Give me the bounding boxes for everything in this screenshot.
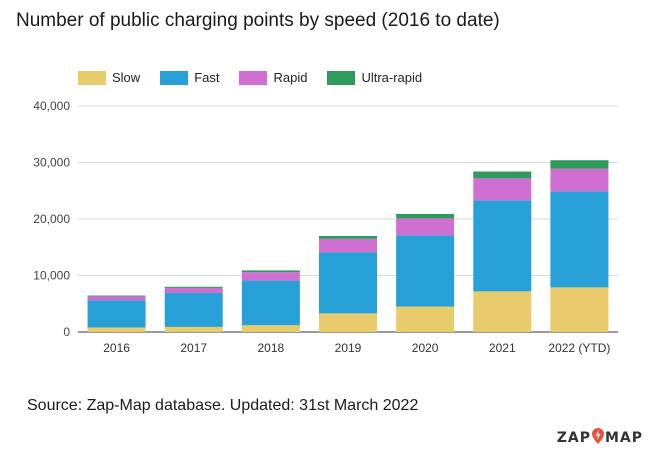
bar-segment-rapid xyxy=(241,272,300,281)
chart-legend: Slow Fast Rapid Ultra-rapid xyxy=(78,70,442,85)
bar-segment-fast xyxy=(241,280,300,326)
legend-swatch-ultra-rapid xyxy=(327,70,356,85)
x-tick-label: 2020 xyxy=(412,341,439,355)
legend-label-slow: Slow xyxy=(112,70,141,85)
legend-item-rapid: Rapid xyxy=(239,70,307,85)
lightning-pin-icon xyxy=(591,428,604,448)
bar-segment-ultra-rapid xyxy=(396,213,455,219)
bar-segment-rapid xyxy=(396,218,455,236)
bar-segment-slow xyxy=(87,327,146,332)
bar-segment-slow xyxy=(319,313,377,332)
y-tick-label: 40,000 xyxy=(33,99,70,113)
y-tick-label: 30,000 xyxy=(33,156,70,170)
bar-segment-rapid xyxy=(319,238,377,253)
x-tick-label: 2022 (YTD) xyxy=(548,341,610,355)
bar-segment-ultra-rapid xyxy=(241,270,300,273)
y-tick-label: 10,000 xyxy=(33,269,70,283)
legend-label-rapid: Rapid xyxy=(273,70,308,85)
legend-swatch-fast xyxy=(160,70,189,85)
bar-segment-rapid xyxy=(473,178,532,201)
legend-item-fast: Fast xyxy=(160,70,219,85)
bar-segment-slow xyxy=(473,291,532,332)
bar-segment-slow xyxy=(396,306,455,332)
x-tick-label: 2019 xyxy=(335,341,362,355)
bar-segment-fast xyxy=(319,252,377,314)
source-note: Source: Zap-Map database. Updated: 31st … xyxy=(27,397,419,414)
legend-label-fast: Fast xyxy=(194,70,220,85)
x-tick-label: 2018 xyxy=(258,341,285,355)
bar-segment-rapid xyxy=(550,168,609,192)
zapmap-logo: ZAP MAP xyxy=(557,428,643,448)
logo-text-right: MAP xyxy=(604,430,643,446)
legend-swatch-slow xyxy=(78,70,106,85)
legend-swatch-rapid xyxy=(239,70,268,85)
bar-segment-slow xyxy=(550,287,609,332)
bar-segment-ultra-rapid xyxy=(164,286,223,288)
bar-segment-fast xyxy=(396,235,455,307)
y-tick-label: 0 xyxy=(63,325,70,339)
bar-segment-rapid xyxy=(87,296,146,301)
bar-segment-slow xyxy=(241,325,300,332)
chart-title: Number of public charging points by spee… xyxy=(16,10,500,31)
logo-text-left: ZAP xyxy=(556,430,591,446)
bar-segment-ultra-rapid xyxy=(550,160,609,169)
bar-segment-fast xyxy=(550,191,609,288)
bar-segment-fast xyxy=(473,200,532,292)
legend-label-ultra-rapid: Ultra-rapid xyxy=(361,70,423,85)
x-tick-label: 2016 xyxy=(103,341,130,355)
x-tick-label: 2017 xyxy=(180,341,207,355)
bar-segment-ultra-rapid xyxy=(87,295,146,297)
legend-item-slow: Slow xyxy=(78,70,140,85)
bar-segment-rapid xyxy=(164,287,223,294)
bar-segment-fast xyxy=(87,300,146,328)
bar-segment-ultra-rapid xyxy=(319,235,377,239)
bar-segment-ultra-rapid xyxy=(473,171,532,179)
x-tick-label: 2021 xyxy=(489,341,516,355)
bar-segment-fast xyxy=(164,293,223,327)
y-tick-label: 20,000 xyxy=(33,212,70,226)
bar-segment-slow xyxy=(164,326,223,332)
legend-item-ultra-rapid: Ultra-rapid xyxy=(327,70,422,85)
